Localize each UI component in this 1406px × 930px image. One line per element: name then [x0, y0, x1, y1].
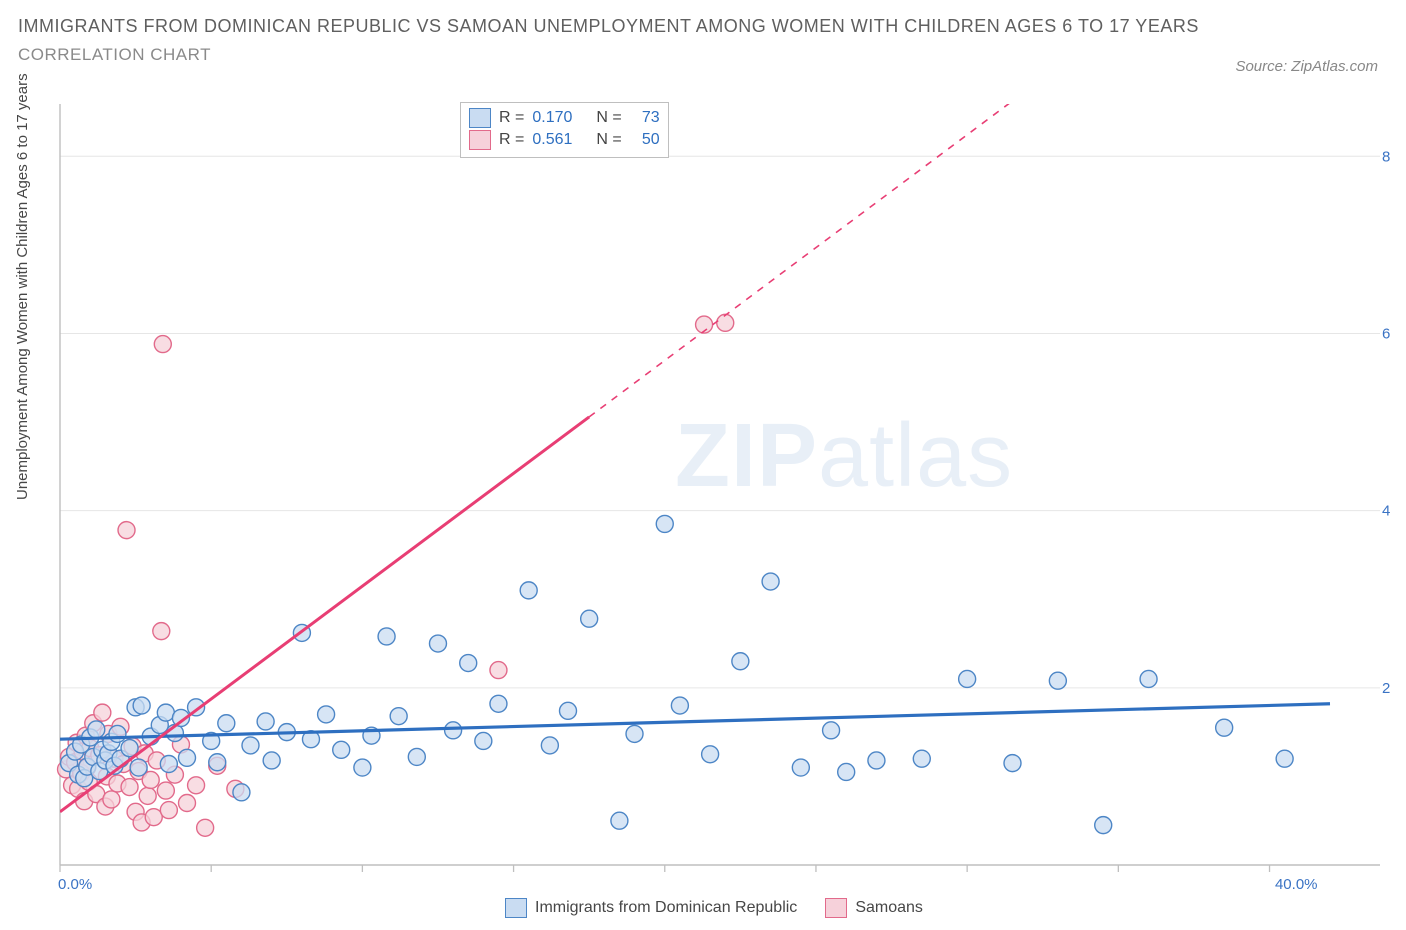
r-value: 0.561 [532, 129, 588, 151]
samoan-regression-line [60, 417, 589, 812]
dominican-point [257, 713, 274, 730]
stats-row-dominican: R = 0.170 N = 73 [469, 107, 660, 129]
dominican-point [460, 655, 477, 672]
n-label: N = [596, 107, 621, 129]
y-tick-label: 80.0% [1382, 148, 1390, 165]
samoan-point [94, 704, 111, 721]
legend-label: Immigrants from Dominican Republic [535, 899, 797, 917]
dominican-regression-line [60, 704, 1330, 739]
dominican-point [1140, 670, 1157, 687]
dominican-point [209, 754, 226, 771]
dominican-point [133, 697, 150, 714]
dominican-point [792, 759, 809, 776]
samoan-point [188, 777, 205, 794]
samoan-point [157, 782, 174, 799]
dominican-point [560, 702, 577, 719]
dominican-point [390, 708, 407, 725]
samoan-point [490, 662, 507, 679]
dominican-point [1095, 817, 1112, 834]
dominican-point [702, 746, 719, 763]
dominican-point [1276, 750, 1293, 767]
dominican-point [490, 695, 507, 712]
dominican-point [626, 725, 643, 742]
dominican-point [581, 610, 598, 627]
dominican-point [520, 582, 537, 599]
source-credit: Source: ZipAtlas.com [1235, 58, 1378, 75]
dominican-point [1004, 755, 1021, 772]
dominican-swatch [469, 108, 491, 128]
samoan-point [139, 787, 156, 804]
samoan-point [118, 522, 135, 539]
x-tick-label: 40.0% [1275, 876, 1318, 890]
samoan-point [121, 779, 138, 796]
dominican-point [823, 722, 840, 739]
dominican-point [913, 750, 930, 767]
samoan-point [197, 819, 214, 836]
r-label: R = [499, 129, 524, 151]
series-legend: Immigrants from Dominican Republic Samoan… [505, 898, 923, 918]
dominican-point [408, 748, 425, 765]
stats-row-samoan: R = 0.561 N = 50 [469, 129, 660, 151]
dominican-point [109, 725, 126, 742]
dominican-legend-swatch [505, 898, 527, 918]
plot-svg: 20.0% 40.0% 60.0% 80.0% 0.0% 40.0% [55, 100, 1390, 890]
dominican-point [838, 763, 855, 780]
samoan-regression-extrapolation [589, 100, 1330, 417]
samoan-point [717, 314, 734, 331]
y-axis-label: Unemployment Among Women with Children A… [14, 73, 31, 500]
dominican-point [959, 670, 976, 687]
dominican-point [160, 756, 177, 773]
dominican-point [429, 635, 446, 652]
scatter-plot: 20.0%40.0%60.0%80.0%0.0%40.0% ZIPatlas [55, 100, 1390, 890]
dominican-point [611, 812, 628, 829]
dominican-point [354, 759, 371, 776]
y-tick-label: 40.0% [1382, 503, 1390, 520]
dominican-point [378, 628, 395, 645]
dominican-point [732, 653, 749, 670]
r-label: R = [499, 107, 524, 129]
dominican-point [333, 741, 350, 758]
y-tick-label: 60.0% [1382, 325, 1390, 342]
dominican-point [762, 573, 779, 590]
chart-title: IMMIGRANTS FROM DOMINICAN REPUBLIC VS SA… [18, 16, 1199, 37]
samoan-point [103, 791, 120, 808]
n-value: 50 [630, 129, 660, 151]
dominican-point [656, 515, 673, 532]
dominican-point [445, 722, 462, 739]
samoan-point [154, 336, 171, 353]
n-label: N = [596, 129, 621, 151]
dominican-point [671, 697, 688, 714]
legend-item-samoan: Samoans [825, 898, 923, 918]
legend-item-dominican: Immigrants from Dominican Republic [505, 898, 797, 918]
samoan-point [160, 802, 177, 819]
samoan-point [179, 794, 196, 811]
dominican-point [475, 732, 492, 749]
y-tick-label: 20.0% [1382, 680, 1390, 697]
samoan-point [145, 809, 162, 826]
dominican-point [541, 737, 558, 754]
dominican-point [263, 752, 280, 769]
x-tick-label: 0.0% [58, 876, 92, 890]
dominican-point [242, 737, 259, 754]
samoan-legend-swatch [825, 898, 847, 918]
legend-label: Samoans [855, 899, 923, 917]
dominican-point [868, 752, 885, 769]
dominican-point [218, 715, 235, 732]
dominican-point [1049, 672, 1066, 689]
dominican-point [179, 749, 196, 766]
n-value: 73 [630, 107, 660, 129]
dominican-point [130, 759, 147, 776]
samoan-point [153, 623, 170, 640]
r-value: 0.170 [532, 107, 588, 129]
samoan-swatch [469, 130, 491, 150]
dominican-point [233, 784, 250, 801]
dominican-point [318, 706, 335, 723]
dominican-point [88, 721, 105, 738]
chart-subtitle: CORRELATION CHART [18, 45, 1199, 65]
dominican-point [1216, 719, 1233, 736]
correlation-stats-box: R = 0.170 N = 73 R = 0.561 N = 50 [460, 102, 669, 158]
